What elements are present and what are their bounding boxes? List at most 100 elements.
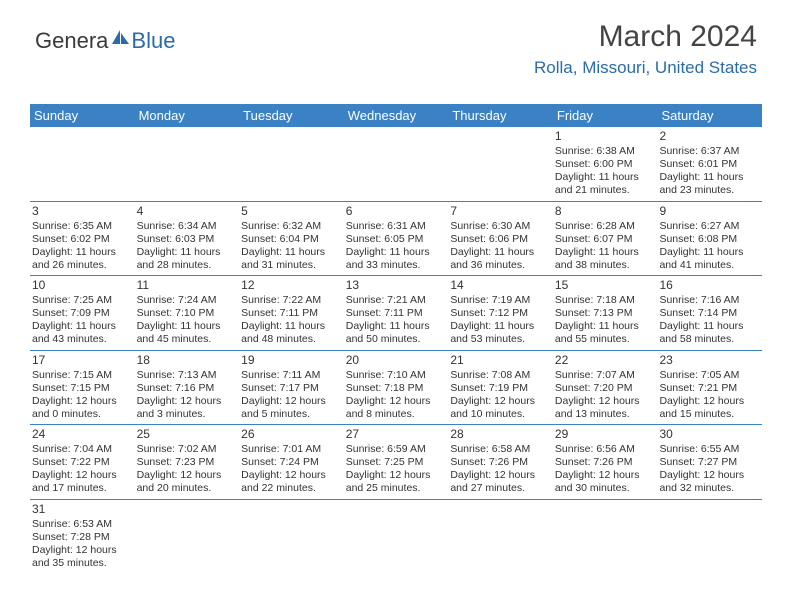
day-info-line: and 10 minutes. [450, 408, 551, 421]
day-info-line: Daylight: 12 hours [137, 395, 238, 408]
day-info-line: Sunset: 7:13 PM [555, 307, 656, 320]
day-info-line: and 55 minutes. [555, 333, 656, 346]
day-info-line: Sunset: 7:23 PM [137, 456, 238, 469]
day-info-line: Sunrise: 6:37 AM [659, 145, 760, 158]
day-info-line: Sunset: 7:22 PM [32, 456, 133, 469]
day-info-line: Daylight: 11 hours [346, 320, 447, 333]
day-info-line: Sunset: 7:26 PM [450, 456, 551, 469]
day-cell: 1Sunrise: 6:38 AMSunset: 6:00 PMDaylight… [553, 127, 658, 201]
day-info-line: Daylight: 12 hours [555, 395, 656, 408]
day-number: 12 [241, 278, 342, 293]
day-info-line: Sunrise: 7:08 AM [450, 369, 551, 382]
day-cell-empty [239, 127, 344, 201]
day-cell: 9Sunrise: 6:27 AMSunset: 6:08 PMDaylight… [657, 202, 762, 276]
day-info-line: Sunset: 6:06 PM [450, 233, 551, 246]
day-cell-empty [553, 500, 658, 574]
day-info-line: and 8 minutes. [346, 408, 447, 421]
day-cell: 5Sunrise: 6:32 AMSunset: 6:04 PMDaylight… [239, 202, 344, 276]
day-info-line: Sunrise: 7:15 AM [32, 369, 133, 382]
day-info-line: Daylight: 11 hours [659, 320, 760, 333]
day-info-line: and 0 minutes. [32, 408, 133, 421]
day-header-cell: Friday [553, 104, 658, 127]
day-number: 29 [555, 427, 656, 442]
day-info-line: Daylight: 12 hours [137, 469, 238, 482]
day-info-line: Sunset: 7:20 PM [555, 382, 656, 395]
logo-text-2: Blue [131, 28, 175, 54]
day-number: 16 [659, 278, 760, 293]
day-info-line: Sunset: 6:03 PM [137, 233, 238, 246]
day-info-line: Daylight: 12 hours [346, 469, 447, 482]
day-number: 9 [659, 204, 760, 219]
day-cell: 26Sunrise: 7:01 AMSunset: 7:24 PMDayligh… [239, 425, 344, 499]
day-info-line: and 41 minutes. [659, 259, 760, 272]
day-cell: 4Sunrise: 6:34 AMSunset: 6:03 PMDaylight… [135, 202, 240, 276]
day-cell-empty [448, 127, 553, 201]
day-cell: 27Sunrise: 6:59 AMSunset: 7:25 PMDayligh… [344, 425, 449, 499]
day-info-line: and 13 minutes. [555, 408, 656, 421]
day-info-line: Sunset: 7:27 PM [659, 456, 760, 469]
day-cell: 6Sunrise: 6:31 AMSunset: 6:05 PMDaylight… [344, 202, 449, 276]
day-info-line: Daylight: 12 hours [450, 469, 551, 482]
day-number: 27 [346, 427, 447, 442]
day-info-line: Sunrise: 6:55 AM [659, 443, 760, 456]
day-number: 11 [137, 278, 238, 293]
day-number: 13 [346, 278, 447, 293]
day-info-line: Sunset: 6:02 PM [32, 233, 133, 246]
day-info-line: Sunset: 6:04 PM [241, 233, 342, 246]
day-number: 31 [32, 502, 133, 517]
day-number: 4 [137, 204, 238, 219]
day-number: 20 [346, 353, 447, 368]
day-info-line: and 21 minutes. [555, 184, 656, 197]
day-info-line: Sunrise: 7:18 AM [555, 294, 656, 307]
day-info-line: and 36 minutes. [450, 259, 551, 272]
day-info-line: Sunset: 6:08 PM [659, 233, 760, 246]
week-row: 1Sunrise: 6:38 AMSunset: 6:00 PMDaylight… [30, 127, 762, 202]
week-row: 3Sunrise: 6:35 AMSunset: 6:02 PMDaylight… [30, 202, 762, 277]
day-info-line: and 26 minutes. [32, 259, 133, 272]
day-number: 15 [555, 278, 656, 293]
day-cell: 23Sunrise: 7:05 AMSunset: 7:21 PMDayligh… [657, 351, 762, 425]
day-info-line: Sunrise: 6:58 AM [450, 443, 551, 456]
day-number: 22 [555, 353, 656, 368]
day-cell: 12Sunrise: 7:22 AMSunset: 7:11 PMDayligh… [239, 276, 344, 350]
day-info-line: Sunrise: 6:27 AM [659, 220, 760, 233]
day-cell-empty [344, 500, 449, 574]
day-info-line: Sunset: 7:11 PM [346, 307, 447, 320]
day-info-line: Sunrise: 7:10 AM [346, 369, 447, 382]
day-number: 30 [659, 427, 760, 442]
day-info-line: and 20 minutes. [137, 482, 238, 495]
day-info-line: Sunset: 7:21 PM [659, 382, 760, 395]
day-info-line: Daylight: 11 hours [137, 320, 238, 333]
day-cell-empty [135, 500, 240, 574]
day-info-line: and 3 minutes. [137, 408, 238, 421]
day-info-line: Sunset: 6:00 PM [555, 158, 656, 171]
week-row: 17Sunrise: 7:15 AMSunset: 7:15 PMDayligh… [30, 351, 762, 426]
day-cell: 7Sunrise: 6:30 AMSunset: 6:06 PMDaylight… [448, 202, 553, 276]
day-info-line: Daylight: 11 hours [32, 246, 133, 259]
logo: GeneraBlue [35, 28, 175, 54]
day-info-line: Sunrise: 6:35 AM [32, 220, 133, 233]
day-info-line: Sunrise: 6:30 AM [450, 220, 551, 233]
day-number: 10 [32, 278, 133, 293]
day-cell: 11Sunrise: 7:24 AMSunset: 7:10 PMDayligh… [135, 276, 240, 350]
day-number: 21 [450, 353, 551, 368]
day-cell: 15Sunrise: 7:18 AMSunset: 7:13 PMDayligh… [553, 276, 658, 350]
day-info-line: and 30 minutes. [555, 482, 656, 495]
month-title: March 2024 [534, 20, 757, 54]
day-info-line: Sunset: 7:12 PM [450, 307, 551, 320]
day-number: 14 [450, 278, 551, 293]
day-info-line: Daylight: 11 hours [137, 246, 238, 259]
day-info-line: Sunrise: 6:38 AM [555, 145, 656, 158]
day-info-line: Sunset: 7:25 PM [346, 456, 447, 469]
day-header-row: SundayMondayTuesdayWednesdayThursdayFrid… [30, 104, 762, 127]
day-number: 3 [32, 204, 133, 219]
day-info-line: Sunrise: 7:16 AM [659, 294, 760, 307]
day-cell: 16Sunrise: 7:16 AMSunset: 7:14 PMDayligh… [657, 276, 762, 350]
day-info-line: Sunrise: 6:32 AM [241, 220, 342, 233]
day-cell: 10Sunrise: 7:25 AMSunset: 7:09 PMDayligh… [30, 276, 135, 350]
day-number: 5 [241, 204, 342, 219]
day-info-line: Sunrise: 7:01 AM [241, 443, 342, 456]
day-info-line: Daylight: 12 hours [32, 544, 133, 557]
day-info-line: Sunset: 7:17 PM [241, 382, 342, 395]
day-cell: 14Sunrise: 7:19 AMSunset: 7:12 PMDayligh… [448, 276, 553, 350]
